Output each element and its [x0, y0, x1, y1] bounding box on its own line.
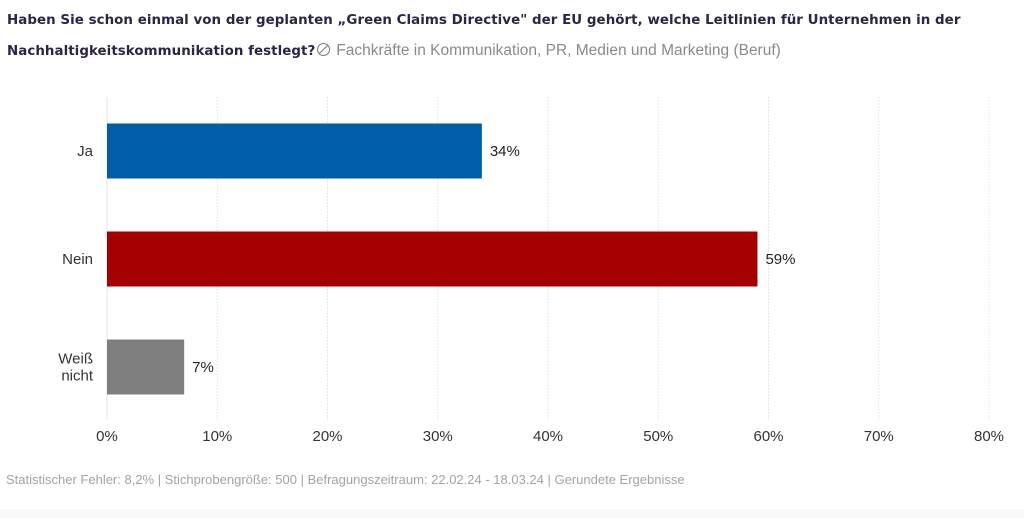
x-tick-label: 60%	[753, 428, 783, 445]
value-label: 7%	[192, 359, 214, 376]
value-label: 34%	[490, 143, 520, 160]
x-tick-label: 20%	[312, 428, 342, 445]
bar[interactable]	[107, 231, 758, 287]
filter-off-icon	[317, 43, 331, 56]
value-label: 59%	[765, 251, 795, 268]
category-label: Nein	[62, 251, 93, 268]
chart-title: Haben Sie schon einmal von der geplanten…	[7, 6, 1017, 67]
footer-note: Statistischer Fehler: 8,2% | Stichproben…	[6, 472, 685, 487]
bar-chart: 34% 59% 7% Ja Nein Weiß nicht 0% 10% 20% 30% 40% 5…	[58, 97, 1004, 445]
category-labels: Ja Nein Weiß nicht	[58, 143, 94, 385]
x-tick-label: 40%	[533, 428, 563, 445]
bars	[107, 123, 758, 395]
category-label: Ja	[77, 143, 94, 160]
filter-label: Fachkräfte in Kommunikation, PR, Medien …	[336, 42, 781, 59]
x-tick-label: 10%	[202, 428, 232, 445]
value-labels: 34% 59% 7%	[192, 143, 795, 376]
question-text: Haben Sie schon einmal von der geplanten…	[7, 13, 961, 59]
x-tick-label: 0%	[96, 428, 118, 445]
x-tick-label: 50%	[643, 428, 673, 445]
bar[interactable]	[107, 339, 185, 395]
x-tick-label: 80%	[974, 428, 1004, 445]
category-label: Weiß nicht	[58, 351, 94, 385]
bar[interactable]	[107, 123, 482, 179]
x-tick-label: 30%	[423, 428, 453, 445]
x-tick-labels: 0% 10% 20% 30% 40% 50% 60% 70% 80%	[96, 428, 1004, 445]
x-tick-label: 70%	[864, 428, 894, 445]
bottom-strip	[0, 509, 1024, 518]
